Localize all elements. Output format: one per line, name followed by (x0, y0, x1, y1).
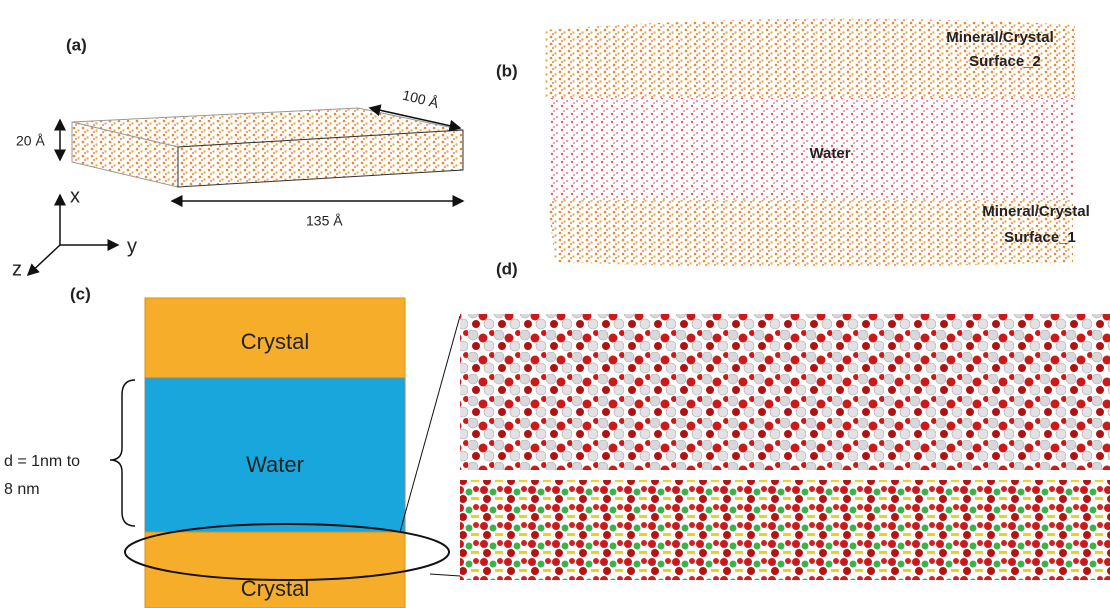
layer-label: Crystal (241, 329, 309, 354)
surface-label: Surface_1 (1004, 229, 1076, 246)
z-axis (26, 244, 61, 277)
zoom-line (429, 573, 461, 577)
panel-label: (b) (496, 61, 518, 80)
crystal-layer (144, 297, 406, 379)
axis-label: x (70, 185, 80, 207)
surface-label: Surface_2 (969, 53, 1041, 70)
brace (109, 379, 136, 527)
bottom-surface (548, 200, 1073, 267)
box-front (177, 129, 464, 188)
layer-label: Water (246, 452, 304, 477)
thickness-label: d = 1nm to (4, 453, 80, 470)
surface-label: Mineral/Crystal (946, 29, 1054, 46)
water-molecules (460, 314, 1110, 470)
zoom-ellipse (124, 523, 450, 581)
panel-label: (a) (66, 35, 87, 54)
top-surface (545, 18, 1075, 101)
axis-label: y (127, 235, 137, 257)
zoom-line (399, 315, 461, 533)
width-label: 135 Å (306, 213, 343, 229)
water-label: Water (809, 145, 850, 162)
crystal-layer (144, 531, 406, 608)
height-label: 20 Å (16, 133, 45, 149)
panel-label: (c) (70, 284, 91, 303)
crystal-atoms (460, 480, 1110, 580)
panel-label: (d) (496, 259, 518, 278)
water-slab (548, 98, 1073, 200)
water-layer (144, 377, 406, 533)
axis-label: z (12, 258, 22, 280)
depth-arrow (368, 104, 462, 132)
depth-label: 100 Å (401, 87, 441, 112)
thickness-label: 8 nm (4, 481, 40, 498)
surface-label: Mineral/Crystal (982, 203, 1090, 220)
